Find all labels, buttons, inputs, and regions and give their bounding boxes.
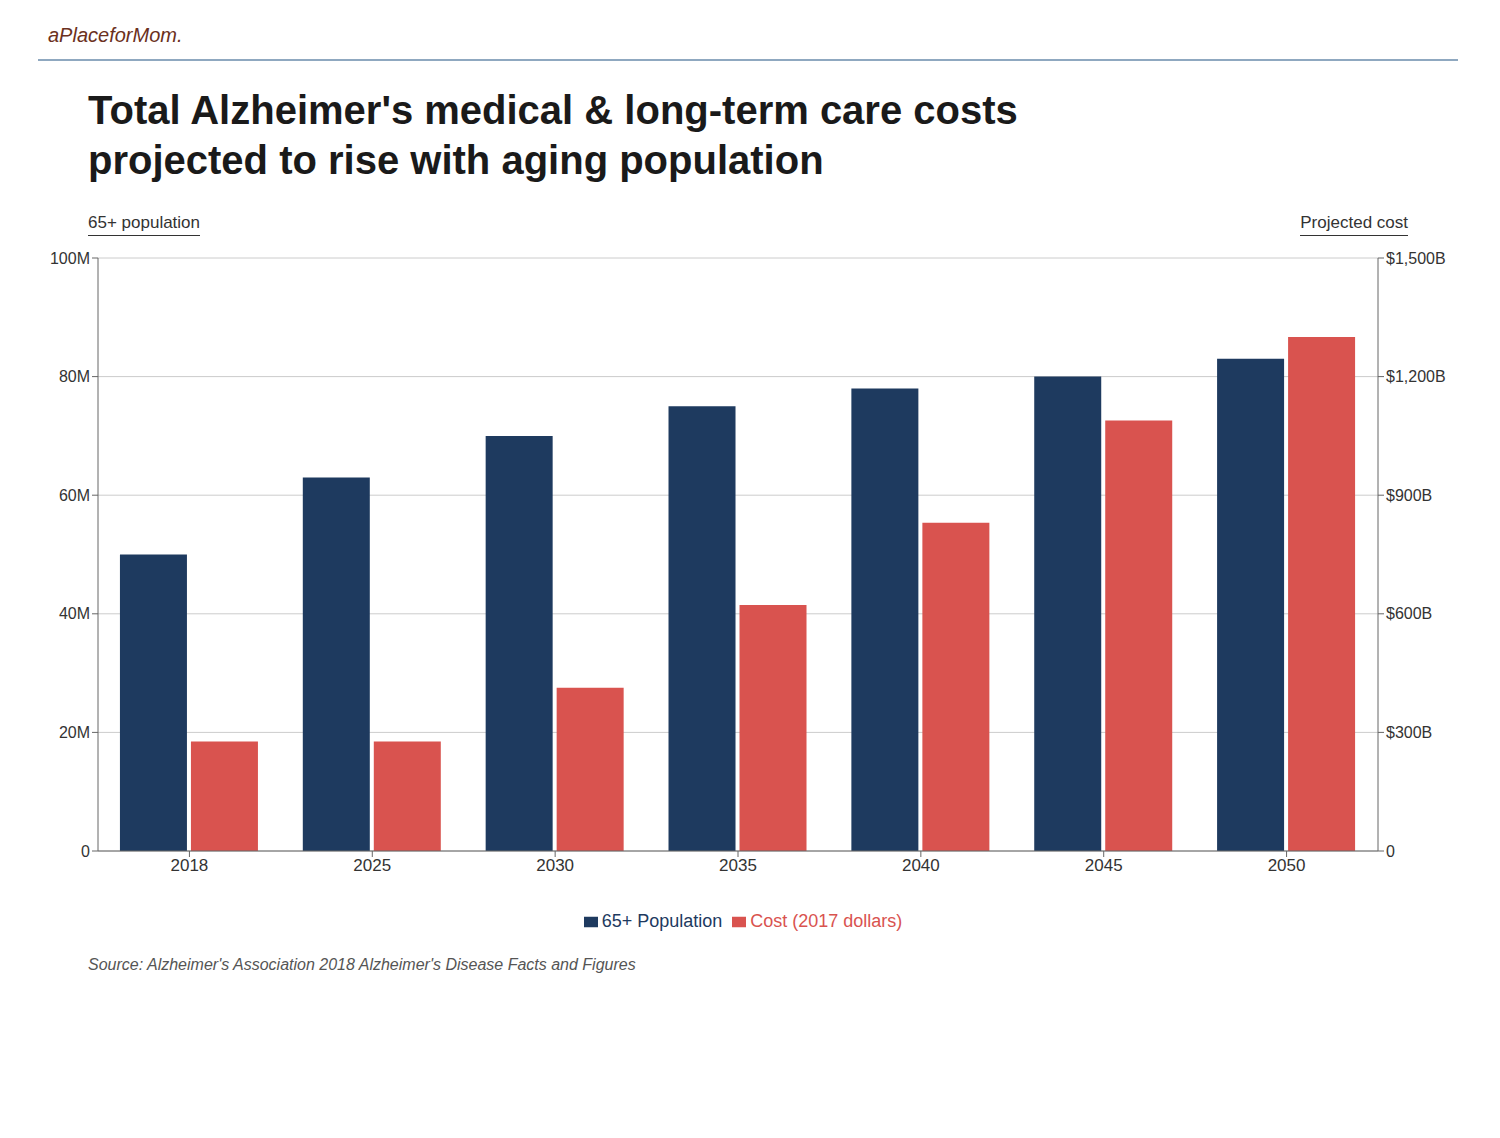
svg-text:0: 0 xyxy=(1386,843,1395,860)
html-text:Cost (2017 dollars): Cost (2017 dollars) xyxy=(750,911,903,931)
html-text:Total Alzheimer's medical & lo: Total Alzheimer's medical & long-term ca… xyxy=(88,88,1018,132)
svg-text:2018: 2018 xyxy=(171,856,209,875)
svg-text:80M: 80M xyxy=(59,368,90,385)
svg-text:$900B: $900B xyxy=(1386,487,1432,504)
html-text:Source: Alzheimer's Associatio: Source: Alzheimer's Association 2018 Alz… xyxy=(88,956,636,973)
svg-text:100M: 100M xyxy=(50,250,90,267)
html-text:65+ Population: 65+ Population xyxy=(601,911,723,931)
svg-text:2035: 2035 xyxy=(719,856,757,875)
svg-text:2030: 2030 xyxy=(536,856,574,875)
html-text:aPlaceforMom.: aPlaceforMom. xyxy=(48,24,183,46)
svg-text:2025: 2025 xyxy=(353,856,391,875)
svg-text:2040: 2040 xyxy=(902,856,940,875)
svg-text:$600B: $600B xyxy=(1386,605,1432,622)
svg-text:40M: 40M xyxy=(59,605,90,622)
svg-text:$1,200B: $1,200B xyxy=(1386,368,1446,385)
svg-text:60M: 60M xyxy=(59,487,90,504)
svg-text:$1,500B: $1,500B xyxy=(1386,250,1446,267)
html-text:Projected cost: Projected cost xyxy=(1300,213,1408,232)
svg-text:$300B: $300B xyxy=(1386,724,1432,741)
html-text:projected to rise with aging p: projected to rise with aging population xyxy=(88,138,824,182)
svg-text:20M: 20M xyxy=(59,724,90,741)
svg-text:2045: 2045 xyxy=(1085,856,1123,875)
html-text:65+ population: 65+ population xyxy=(88,213,200,232)
svg-text:2050: 2050 xyxy=(1268,856,1306,875)
svg-text:0: 0 xyxy=(81,843,90,860)
